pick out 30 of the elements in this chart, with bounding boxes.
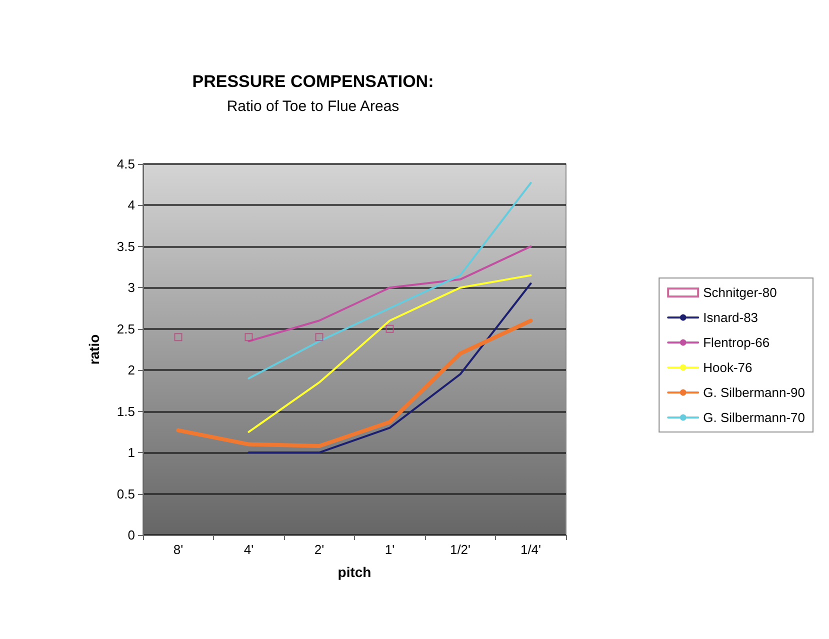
- y-tick-label: 4.5: [116, 156, 135, 172]
- y-tick-label: 2: [128, 362, 135, 378]
- legend-label: G. Silbermann-90: [703, 385, 806, 400]
- y-tick-label: 1: [128, 445, 135, 460]
- x-tick-label: 1/2': [450, 542, 471, 557]
- line-series: [248, 274, 532, 433]
- y-tick-label: 0: [128, 528, 135, 542]
- y-tick-label: 1.5: [116, 404, 135, 419]
- x-tick-label: 1': [384, 542, 395, 557]
- x-axis-title: pitch: [338, 564, 372, 580]
- x-tick-label: 2': [314, 542, 324, 557]
- legend-label: Hook-76: [703, 360, 752, 375]
- x-tick-label: 8': [173, 542, 184, 557]
- y-tick-label: 2.5: [116, 321, 135, 336]
- chart-title: PRESSURE COMPENSATION:: [192, 72, 434, 91]
- legend-label: Isnard-83: [703, 310, 758, 325]
- line-series: [176, 318, 533, 448]
- y-tick-label: 4: [128, 198, 135, 213]
- x-tick-label: 1/4': [520, 542, 542, 557]
- chart-subtitle: Ratio of Toe to Flue Areas: [226, 98, 400, 115]
- legend-label: Flentrop-66: [703, 335, 770, 350]
- x-tick-label: 4': [244, 542, 254, 557]
- y-tick-label: 0.5: [116, 486, 135, 502]
- legend-label: G. Silbermann-70: [703, 410, 806, 425]
- line-series: [248, 282, 532, 454]
- y-tick-label: 3: [128, 280, 135, 296]
- y-axis-title: ratio: [86, 334, 102, 365]
- y-tick-label: 3.5: [116, 238, 135, 254]
- legend-label: Schnitger-80: [703, 285, 777, 300]
- line-series: [248, 182, 532, 380]
